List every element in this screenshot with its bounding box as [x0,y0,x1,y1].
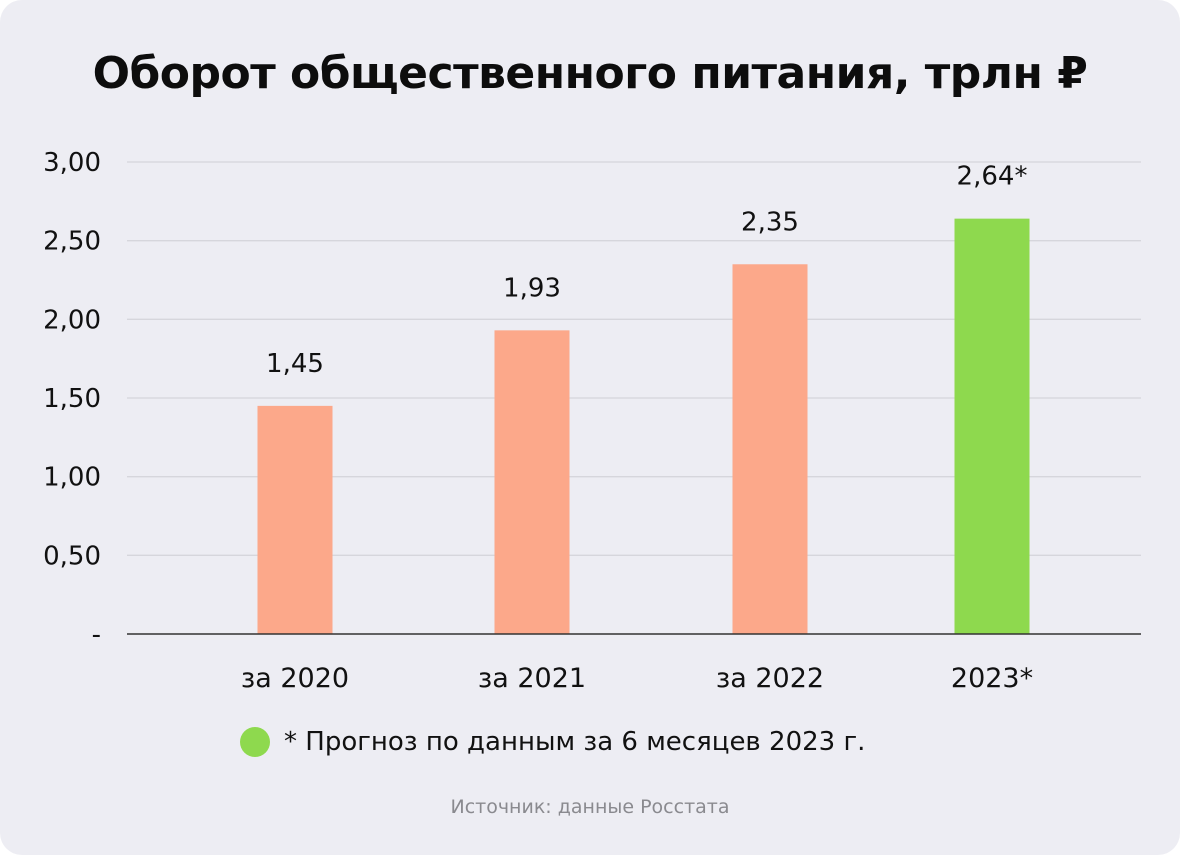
legend: * Прогноз по данным за 6 месяцев 2023 г. [240,724,865,760]
data-label: 1,93 [503,273,561,303]
x-tick-label: за 2022 [716,663,824,694]
legend-forecast-label: * Прогноз по данным за 6 месяцев 2023 г. [284,727,866,757]
data-label: 1,45 [266,349,324,379]
y-tick-label: 3,00 [43,148,101,178]
y-tick-label: 2,50 [43,227,101,257]
legend-forecast-marker [240,727,270,757]
source-note: Источник: данные Росстата [450,796,730,818]
x-tick-label: 2023* [951,663,1033,694]
bar [257,405,333,634]
y-tick-label: 1,50 [43,384,101,414]
y-tick-label: 2,00 [43,305,101,335]
bar [732,264,808,634]
y-tick-label: 1,00 [43,463,101,493]
y-tick-label: 0,50 [43,541,101,571]
data-label: 2,35 [741,207,799,237]
bar [954,218,1030,634]
x-tick-label: за 2021 [478,663,586,694]
x-tick-label: за 2020 [241,663,349,694]
data-label: 2,64* [957,162,1028,192]
chart-title: Оборот общественного питания, трлн ₽ [92,48,1088,99]
bar [494,330,570,634]
y-tick-label: - [92,620,101,650]
